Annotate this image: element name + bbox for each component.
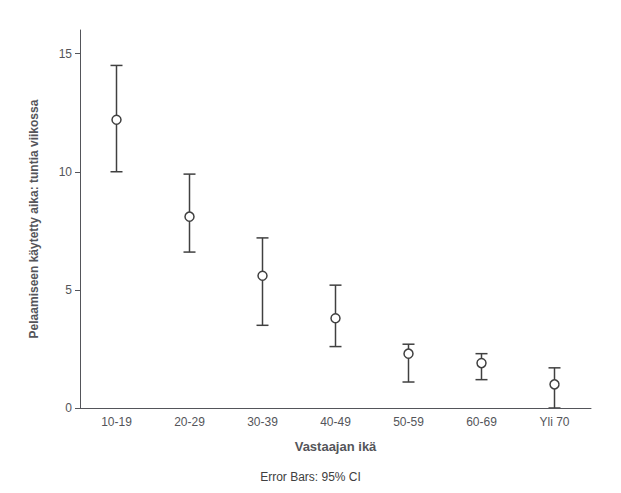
svg-text:40-49: 40-49 — [320, 415, 351, 429]
svg-text:Error Bars: 95% CI: Error Bars: 95% CI — [260, 470, 361, 484]
svg-text:0: 0 — [65, 401, 72, 415]
svg-text:10-19: 10-19 — [101, 415, 132, 429]
svg-text:60-69: 60-69 — [466, 415, 497, 429]
svg-text:5: 5 — [65, 283, 72, 297]
svg-text:50-59: 50-59 — [393, 415, 424, 429]
svg-text:30-39: 30-39 — [247, 415, 278, 429]
svg-text:Vastaajan ikä: Vastaajan ikä — [295, 439, 377, 454]
svg-text:20-29: 20-29 — [174, 415, 205, 429]
svg-text:Yli 70: Yli 70 — [539, 415, 569, 429]
svg-text:15: 15 — [59, 47, 73, 61]
svg-text:10: 10 — [59, 165, 73, 179]
svg-text:Pelaamiseen käytetty aika: tun: Pelaamiseen käytetty aika: tuntia viikos… — [27, 99, 41, 338]
